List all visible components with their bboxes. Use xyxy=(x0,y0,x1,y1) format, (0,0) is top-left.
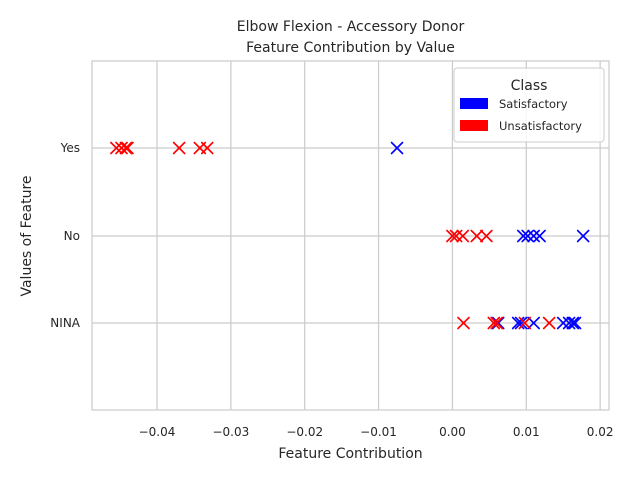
plot-frame xyxy=(91,60,610,411)
data-point-marker xyxy=(115,141,128,155)
y-axis-label: Values of Feature xyxy=(19,175,35,296)
data-point-marker xyxy=(200,141,214,155)
x-tick-label: 0.00 xyxy=(439,425,466,439)
data-point-marker xyxy=(446,229,459,243)
legend-swatch-unsatisfactory xyxy=(460,120,488,131)
chart-title-line-1: Elbow Flexion - Accessory Donor xyxy=(237,19,465,35)
data-point-marker xyxy=(514,316,528,330)
data-point-marker xyxy=(110,141,123,155)
chart-title-line-2: Feature Contribution by Value xyxy=(246,40,455,56)
data-point-marker xyxy=(517,229,530,243)
data-point-marker xyxy=(542,316,556,330)
legend: Class Satisfactory Unsatisfactory xyxy=(453,67,605,143)
data-point-marker xyxy=(456,229,470,243)
data-point-marker xyxy=(518,316,532,330)
x-axis-label: Feature Contribution xyxy=(278,446,422,462)
data-point-marker xyxy=(521,229,535,243)
x-tick-label: −0.01 xyxy=(360,425,397,439)
legend-title: Class xyxy=(511,78,548,94)
x-tick-label: −0.04 xyxy=(139,425,176,439)
legend-swatch-satisfactory xyxy=(460,98,488,109)
data-point-marker xyxy=(562,316,576,330)
data-point-marker xyxy=(556,316,570,330)
x-tick-label: −0.03 xyxy=(212,425,249,439)
data-point-marker xyxy=(491,316,505,330)
x-tick-label: 0.02 xyxy=(587,425,614,439)
x-tick-label: 0.01 xyxy=(513,425,540,439)
data-point-marker xyxy=(390,141,404,155)
data-point-marker xyxy=(119,141,133,155)
x-tick-label: −0.02 xyxy=(286,425,323,439)
data-point-marker xyxy=(487,316,501,330)
data-point-marker xyxy=(568,316,582,330)
data-point-marker xyxy=(172,141,186,155)
data-point-marker xyxy=(457,316,470,330)
data-point-marker xyxy=(121,141,134,155)
legend-label-satisfactory: Satisfactory xyxy=(499,97,568,111)
data-point-marker xyxy=(527,229,540,243)
data-point-marker xyxy=(566,316,580,330)
y-tick-label: No xyxy=(64,229,80,243)
data-point-marker xyxy=(480,229,493,243)
legend-box xyxy=(453,67,605,143)
data-point-marker xyxy=(533,229,546,243)
y-tick-label: Yes xyxy=(60,141,80,155)
tick-labels: −0.04 −0.03 −0.02 −0.01 0.00 0.01 0.02 Yes No NIN… xyxy=(50,141,613,439)
data-point-marker xyxy=(527,316,540,330)
data-points xyxy=(110,141,590,330)
y-tick-label: NINA xyxy=(50,316,80,330)
legend-label-unsatisfactory: Unsatisfactory xyxy=(499,119,582,133)
data-point-marker xyxy=(576,229,590,243)
data-point-marker xyxy=(470,229,484,243)
data-point-marker xyxy=(490,316,504,330)
